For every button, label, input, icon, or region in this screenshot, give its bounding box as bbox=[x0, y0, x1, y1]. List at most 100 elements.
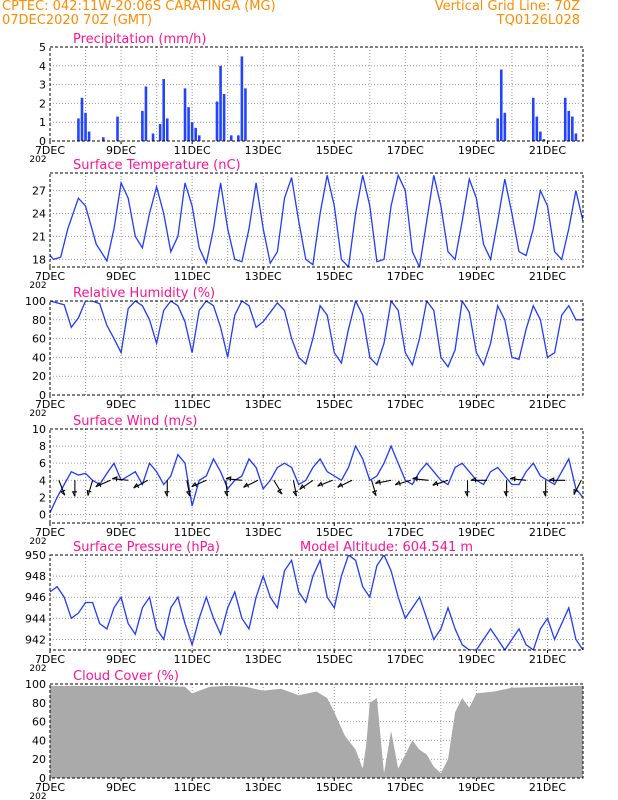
precip-bar bbox=[574, 133, 578, 141]
precip-bar bbox=[542, 139, 546, 141]
panel-title: Surface Temperature (nC) bbox=[73, 158, 241, 173]
precip-bar bbox=[229, 135, 233, 141]
precip-bar bbox=[571, 116, 574, 141]
x-tick-label: 11DEC bbox=[174, 653, 211, 666]
panel-frame bbox=[49, 300, 584, 396]
precip-bar bbox=[87, 131, 91, 141]
precip-bar bbox=[244, 88, 247, 141]
x-tick-label: 19DEC bbox=[458, 653, 495, 666]
precip-bar bbox=[219, 65, 222, 141]
y-tick-label: 4 bbox=[39, 60, 46, 73]
panel-subtitle: Model Altitude: 604.541 m bbox=[300, 540, 473, 555]
y-tick-label: 0 bbox=[39, 135, 46, 148]
y-tick-label: 80 bbox=[32, 697, 46, 710]
y-tick-label: 942 bbox=[25, 633, 46, 646]
x-tick-label: 21DEC bbox=[529, 270, 566, 283]
panel-frame bbox=[49, 554, 584, 651]
x-tick-label: 17DEC bbox=[387, 270, 424, 283]
x-tick-label: 7DEC bbox=[35, 398, 65, 411]
panel-title: Cloud Cover (%) bbox=[73, 669, 179, 684]
precip-bar bbox=[197, 135, 201, 141]
x-tick-label: 11DEC bbox=[174, 144, 211, 157]
wind-vector bbox=[164, 480, 170, 497]
y-tick-label: 24 bbox=[32, 208, 46, 221]
panel-4: 0 2 4 6 8 10 7DEC 9DEC 11DEC 13DEC 15DEC 17DEC 19DEC… bbox=[29, 414, 584, 547]
x-tick-label: 15DEC bbox=[316, 270, 353, 283]
y-tick-label: 100 bbox=[25, 295, 46, 308]
panel-title: Surface Pressure (hPa) bbox=[73, 540, 220, 555]
wind-vector bbox=[432, 479, 449, 487]
x-tick-label: 17DEC bbox=[387, 781, 424, 794]
x-tick-label: 17DEC bbox=[387, 144, 424, 157]
precip-bar bbox=[563, 97, 567, 141]
x-tick-label: 21DEC bbox=[529, 781, 566, 794]
wind-vector bbox=[273, 479, 283, 495]
precip-bar bbox=[80, 97, 84, 141]
header-date: 07DEC2020 70Z (GMT) bbox=[2, 13, 153, 28]
wind-vector bbox=[371, 480, 378, 496]
y-tick-label: 80 bbox=[32, 314, 46, 327]
precip-bar bbox=[503, 112, 507, 141]
wind-vector bbox=[412, 476, 429, 482]
wind-vector bbox=[243, 479, 259, 488]
precip-bar bbox=[539, 131, 542, 141]
panel-1: 0 1 2 3 4 5 7DEC 9DEC 11DEC 13DEC 15DEC 17DEC 19DEC 2… bbox=[29, 32, 584, 165]
y-tick-label: 10 bbox=[32, 423, 46, 436]
x-tick-label: 9DEC bbox=[106, 526, 136, 539]
panel-title: Relative Humidity (%) bbox=[73, 286, 215, 301]
y-tick-label: 948 bbox=[25, 570, 46, 583]
year-label: 202 bbox=[29, 537, 46, 547]
y-tick-label: 2 bbox=[39, 491, 46, 504]
x-tick-label: 7DEC bbox=[35, 526, 65, 539]
precip-bar bbox=[84, 112, 87, 141]
x-tick-label: 19DEC bbox=[458, 526, 495, 539]
x-tick-label: 21DEC bbox=[529, 526, 566, 539]
wind-vector bbox=[223, 480, 230, 497]
wind-vector bbox=[86, 480, 94, 496]
y-tick-label: 40 bbox=[32, 734, 46, 747]
precip-bar bbox=[237, 135, 240, 141]
y-tick-label: 20 bbox=[32, 370, 46, 383]
precip-bar bbox=[183, 88, 187, 141]
wind-vector bbox=[112, 476, 129, 482]
panel-frame bbox=[49, 428, 584, 524]
panel-frame bbox=[49, 46, 584, 142]
y-tick-label: 944 bbox=[25, 612, 46, 625]
panel-3: 0 20 40 60 80 100 7DEC 9DEC 11DEC 13DEC 15DEC 17DEC… bbox=[25, 286, 584, 419]
x-tick-label: 13DEC bbox=[245, 398, 282, 411]
x-tick-label: 17DEC bbox=[387, 653, 424, 666]
wind-vector bbox=[71, 480, 77, 497]
x-tick-label: 15DEC bbox=[316, 653, 353, 666]
precip-bar bbox=[496, 118, 500, 141]
wind-vector bbox=[225, 476, 242, 482]
x-tick-label: 7DEC bbox=[35, 144, 65, 157]
panel-title: Precipitation (mm/h) bbox=[73, 32, 206, 47]
y-tick-label: 21 bbox=[32, 230, 46, 243]
precip-bar bbox=[162, 78, 166, 141]
x-tick-label: 15DEC bbox=[316, 398, 353, 411]
series-line bbox=[50, 555, 583, 650]
y-tick-label: 950 bbox=[25, 549, 46, 562]
x-tick-label: 9DEC bbox=[106, 144, 136, 157]
wind-vector bbox=[503, 480, 509, 497]
y-tick-label: 4 bbox=[39, 474, 46, 487]
x-tick-label: 21DEC bbox=[529, 653, 566, 666]
precip-bar bbox=[141, 110, 144, 141]
x-tick-label: 11DEC bbox=[174, 526, 211, 539]
precip-bar bbox=[567, 110, 571, 141]
precip-bar bbox=[116, 116, 119, 141]
wind-vector bbox=[375, 479, 392, 485]
y-tick-label: 20 bbox=[32, 753, 46, 766]
x-tick-label: 21DEC bbox=[529, 144, 566, 157]
y-tick-label: 1 bbox=[39, 116, 46, 129]
x-tick-label: 19DEC bbox=[458, 144, 495, 157]
y-tick-label: 18 bbox=[32, 253, 46, 266]
x-tick-label: 11DEC bbox=[174, 781, 211, 794]
wind-vector bbox=[470, 477, 488, 483]
series-line bbox=[50, 301, 583, 369]
x-tick-label: 17DEC bbox=[387, 526, 424, 539]
y-tick-label: 8 bbox=[39, 440, 46, 453]
x-tick-label: 15DEC bbox=[316, 144, 353, 157]
x-tick-label: 11DEC bbox=[174, 398, 211, 411]
precip-bar bbox=[499, 69, 503, 141]
